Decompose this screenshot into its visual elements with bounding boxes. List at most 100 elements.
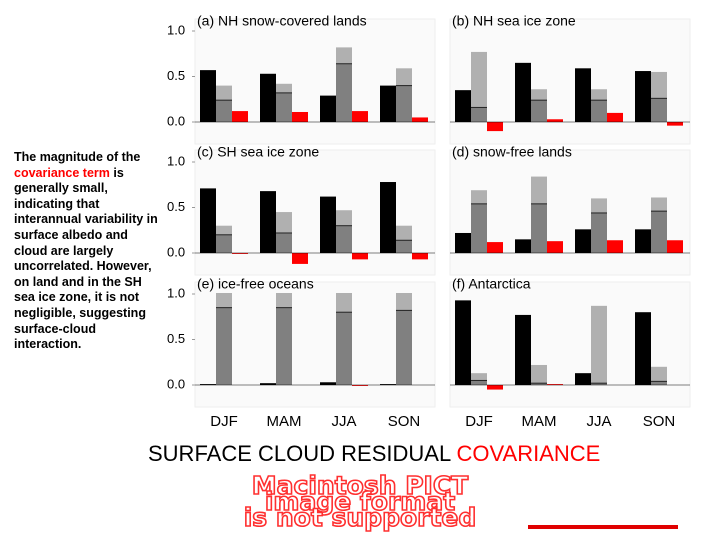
bars	[200, 182, 428, 264]
bar-surface	[200, 384, 216, 385]
bar-dark	[591, 100, 607, 122]
bar-surface	[635, 71, 651, 122]
bar-light	[276, 83, 292, 93]
bar-surface	[380, 384, 396, 385]
bar-covariance	[412, 117, 428, 122]
bar-dark	[651, 381, 667, 385]
bar-light	[591, 89, 607, 101]
bar-light	[276, 212, 292, 233]
bar-light	[336, 47, 352, 64]
bar-light	[471, 373, 487, 381]
bar-covariance	[487, 242, 503, 253]
bar-dark	[396, 85, 412, 122]
bar-light	[531, 364, 547, 384]
bar-covariance	[607, 112, 623, 122]
bar-dark	[396, 310, 412, 385]
bar-covariance	[232, 253, 248, 254]
bar-covariance	[292, 253, 308, 264]
panel-bg	[194, 281, 436, 408]
bar-covariance	[607, 240, 623, 253]
y-tick-label: 1.0	[167, 22, 185, 37]
bar-light	[531, 89, 547, 101]
bar-dark	[651, 211, 667, 253]
note-highlight: covariance term	[14, 165, 110, 180]
bars	[455, 51, 683, 132]
bar-dark	[591, 212, 607, 253]
bar-light	[216, 293, 232, 308]
bar-dark	[651, 98, 667, 122]
bar-surface	[200, 188, 216, 253]
bar-dark	[471, 107, 487, 122]
bar-dark	[216, 234, 232, 253]
bar-dark	[591, 383, 607, 385]
bar-covariance	[487, 385, 503, 390]
bar-covariance	[292, 111, 308, 122]
bars	[200, 293, 412, 386]
bars	[200, 47, 428, 122]
bar-surface	[575, 373, 591, 385]
y-tick-label: 0.5	[167, 331, 185, 346]
x-tick-label: DJF	[210, 413, 238, 430]
y-tick-label: 0.0	[167, 244, 185, 259]
bar-surface	[455, 90, 471, 122]
bar-dark	[471, 380, 487, 385]
bar-surface	[515, 239, 531, 253]
bar-dark	[531, 100, 547, 122]
bar-light	[651, 366, 667, 382]
panel-title: (a) NH snow-covered lands	[197, 13, 367, 29]
bar-dark	[471, 203, 487, 253]
bar-light	[336, 293, 352, 313]
bar-light	[396, 225, 412, 241]
note-part: The magnitude of the	[14, 150, 141, 164]
bar-covariance	[667, 122, 683, 126]
panel-title: (f) Antarctica	[452, 276, 531, 292]
bar-dark	[276, 92, 292, 122]
bar-surface	[320, 196, 336, 253]
bar-surface	[575, 68, 591, 122]
bar-surface	[455, 300, 471, 385]
y-tick-label: 1.0	[167, 153, 185, 168]
bar-light	[396, 68, 412, 86]
x-tick-label: DJF	[465, 413, 493, 430]
bar-light	[471, 51, 487, 108]
x-tick-label: MAM	[522, 413, 557, 430]
bars	[455, 176, 683, 253]
footer: SURFACE CLOUD RESIDUAL COVARIANCE	[148, 441, 600, 466]
bar-covariance	[547, 119, 563, 122]
bar-light	[396, 293, 412, 311]
bar-light	[591, 305, 607, 384]
panel-title: (e) ice-free oceans	[197, 276, 314, 292]
placeholder: Macintosh PICT image format is not suppo…	[243, 470, 477, 533]
x-tick-label: SON	[388, 413, 421, 430]
bar-surface	[320, 95, 336, 122]
bar-surface	[635, 312, 651, 385]
bar-dark	[336, 225, 352, 253]
bar-light	[651, 197, 667, 212]
bar-covariance	[487, 122, 503, 132]
y-tick-label: 0.5	[167, 68, 185, 83]
x-tick-label: MAM	[267, 413, 302, 430]
y-tick-label: 0.0	[167, 113, 185, 128]
bar-covariance	[352, 385, 368, 386]
bar-light	[216, 85, 232, 101]
x-tick-label: JJA	[586, 413, 611, 430]
panel-title: (c) SH sea ice zone	[197, 144, 319, 160]
bar-covariance	[232, 111, 248, 122]
panel-bg	[449, 281, 691, 408]
panel-title: (b) NH sea ice zone	[452, 13, 576, 29]
placeholder-line: is not supported	[244, 503, 477, 532]
bar-dark	[216, 100, 232, 122]
panel-bg	[194, 18, 436, 145]
bar-light	[531, 176, 547, 204]
bar-surface	[515, 62, 531, 122]
bar-light	[336, 210, 352, 226]
y-tick-label: 0.5	[167, 199, 185, 214]
footer-part: SURFACE CLOUD RESIDUAL	[148, 441, 456, 466]
bar-light	[276, 293, 292, 308]
panel-title: (d) snow-free lands	[452, 144, 572, 160]
bar-surface	[380, 182, 396, 253]
x-tick-label: JJA	[331, 413, 356, 430]
bar-surface	[380, 85, 396, 122]
